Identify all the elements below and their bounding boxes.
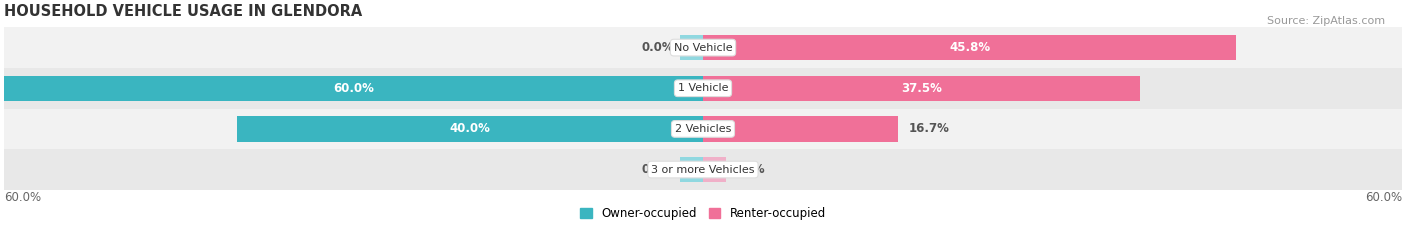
- Text: 60.0%: 60.0%: [1365, 191, 1402, 204]
- Bar: [679, 157, 703, 182]
- Text: 1 Vehicle: 1 Vehicle: [678, 83, 728, 93]
- Text: HOUSEHOLD VEHICLE USAGE IN GLENDORA: HOUSEHOLD VEHICLE USAGE IN GLENDORA: [4, 4, 363, 19]
- Text: 0.0%: 0.0%: [733, 163, 765, 176]
- Bar: [238, 116, 703, 141]
- Text: 16.7%: 16.7%: [910, 122, 950, 135]
- Bar: [703, 157, 727, 182]
- Text: 0.0%: 0.0%: [641, 41, 673, 54]
- Text: 2 Vehicles: 2 Vehicles: [675, 124, 731, 134]
- Text: No Vehicle: No Vehicle: [673, 43, 733, 53]
- Bar: [4, 68, 1402, 109]
- Legend: Owner-occupied, Renter-occupied: Owner-occupied, Renter-occupied: [575, 202, 831, 225]
- Bar: [4, 27, 1402, 68]
- Text: 0.0%: 0.0%: [641, 163, 673, 176]
- Text: 37.5%: 37.5%: [901, 82, 942, 95]
- Text: 60.0%: 60.0%: [333, 82, 374, 95]
- Bar: [4, 76, 703, 101]
- Bar: [703, 76, 1140, 101]
- Text: 45.8%: 45.8%: [949, 41, 990, 54]
- Bar: [4, 109, 1402, 149]
- Text: 60.0%: 60.0%: [4, 191, 41, 204]
- Text: 40.0%: 40.0%: [450, 122, 491, 135]
- Bar: [703, 35, 1236, 60]
- Bar: [703, 116, 897, 141]
- Text: 3 or more Vehicles: 3 or more Vehicles: [651, 164, 755, 175]
- Text: Source: ZipAtlas.com: Source: ZipAtlas.com: [1267, 16, 1385, 26]
- Bar: [679, 35, 703, 60]
- Bar: [4, 149, 1402, 190]
